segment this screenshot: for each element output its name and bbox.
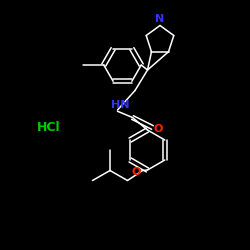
Text: N: N: [156, 14, 164, 24]
Text: O: O: [132, 167, 141, 177]
Text: O: O: [154, 124, 163, 134]
Text: HN: HN: [111, 100, 130, 110]
Text: HCl: HCl: [37, 121, 60, 134]
